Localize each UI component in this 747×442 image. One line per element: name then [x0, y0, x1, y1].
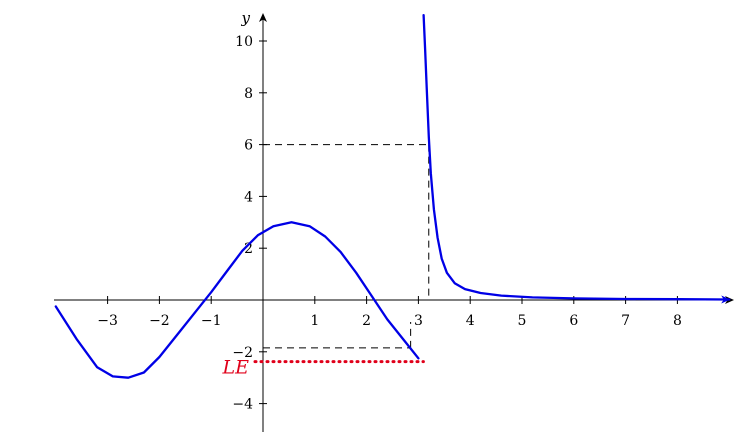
series-line-2 — [422, 13, 731, 304]
x-tick-label: 5 — [518, 313, 527, 329]
y-tick-label: 4 — [244, 189, 253, 205]
x-tick-label: 7 — [621, 313, 630, 329]
x-tick-label: −1 — [201, 313, 222, 329]
x-tick-label: 3 — [414, 313, 423, 329]
y-tick-label: 10 — [235, 34, 253, 50]
y-tick-label: −4 — [232, 397, 253, 413]
x-tick-label: 2 — [362, 313, 371, 329]
x-tick-label: 4 — [466, 313, 475, 329]
x-tick-label: 6 — [569, 313, 578, 329]
series-curves — [54, 13, 731, 379]
y-tick-label: −2 — [232, 345, 253, 361]
le-label: LE — [222, 357, 250, 379]
annotations: LE — [222, 357, 425, 379]
y-tick-label: 2 — [244, 241, 253, 257]
y-axis-label: y — [241, 9, 251, 27]
x-tick-label: −3 — [97, 313, 118, 329]
series-line-1 — [54, 221, 420, 379]
x-tick-label: 8 — [673, 313, 682, 329]
tick-marks: −3 −2 −1 1 2 3 4 5 6 7 8 −4 −2 2 4 6 8 10 — [97, 34, 682, 413]
axes — [54, 13, 734, 432]
x-tick-label: −2 — [149, 313, 170, 329]
y-tick-label: 8 — [244, 86, 253, 102]
y-tick-label: 6 — [244, 138, 253, 154]
guide-lines — [263, 144, 430, 349]
x-tick-label: 1 — [310, 313, 319, 329]
